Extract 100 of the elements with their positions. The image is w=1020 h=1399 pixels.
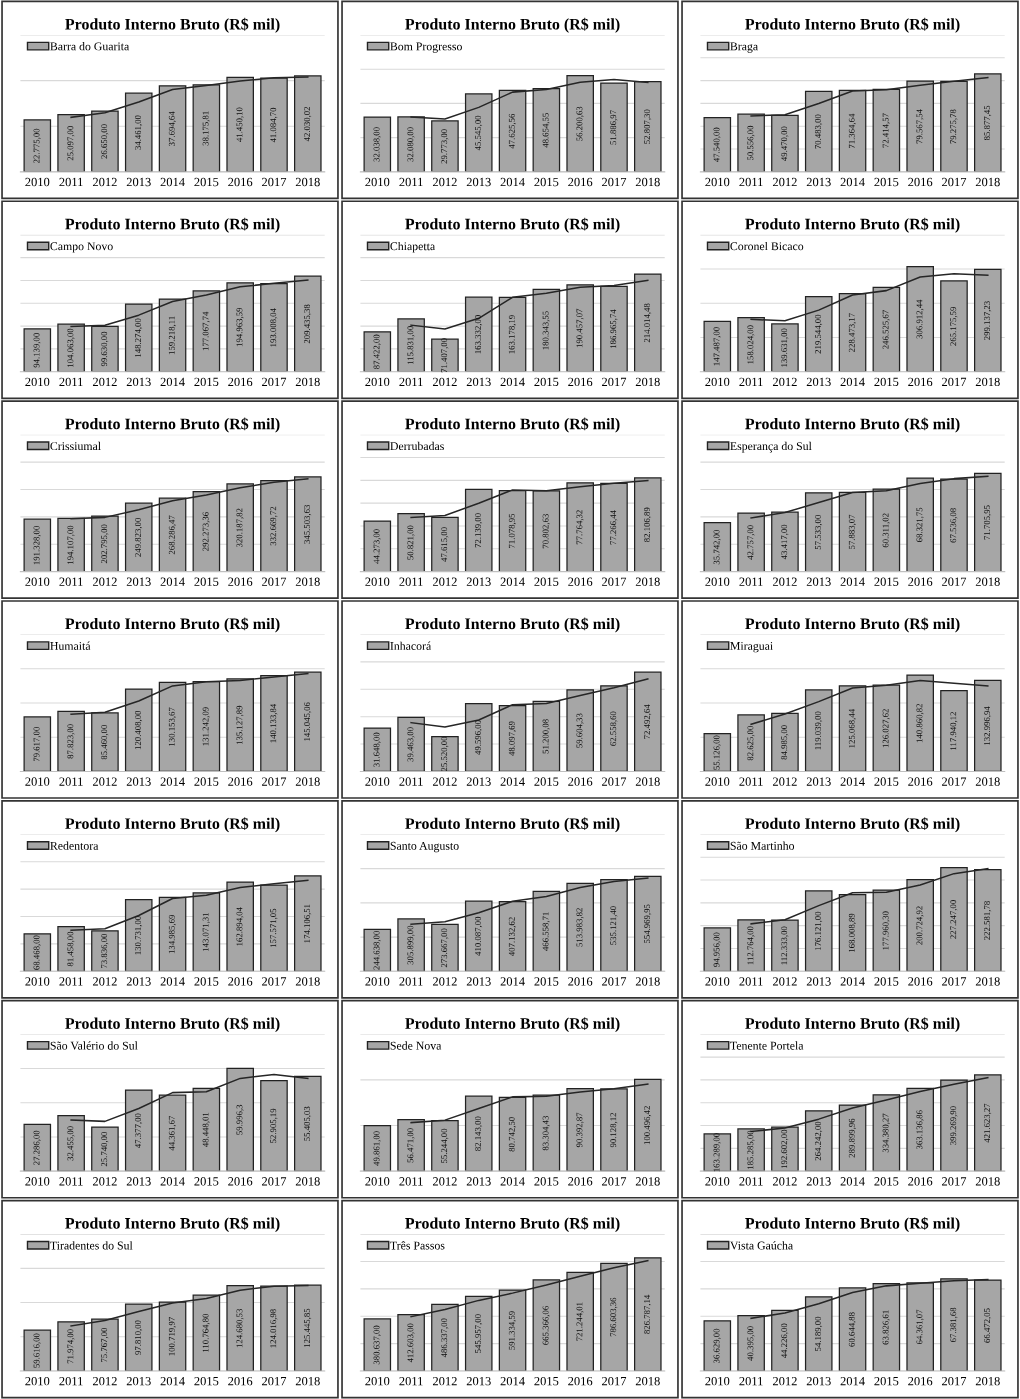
data-label: 345.503,63 <box>304 504 312 544</box>
data-label: 264.242,00 <box>815 1121 823 1161</box>
data-label: 71.364,64 <box>848 113 856 149</box>
data-label: 79.617,00 <box>33 727 41 762</box>
data-label: 100.496,42 <box>644 1106 652 1145</box>
chart-title: Produto Interno Bruto (R$ mil) <box>745 17 960 33</box>
x-tick-label: 2017 <box>602 777 627 786</box>
data-label: 421.623,27 <box>984 1103 992 1143</box>
x-tick-label: 2015 <box>874 777 899 786</box>
x-tick-label: 2012 <box>432 1177 457 1186</box>
x-tick-label: 2014 <box>500 577 525 586</box>
x-tick-label: 2013 <box>806 777 831 786</box>
data-label: 82.106,89 <box>644 507 652 542</box>
chart-title: Produto Interno Bruto (R$ mil) <box>65 217 280 233</box>
data-label: 202.795,00 <box>101 524 109 564</box>
data-label: 158.024,00 <box>747 325 755 364</box>
x-tick-label: 2013 <box>126 1376 151 1386</box>
data-label: 34.461,00 <box>135 115 143 150</box>
data-label: 56.471,00 <box>407 1128 415 1163</box>
x-tick-label: 2018 <box>975 177 1000 187</box>
data-label: 249.823,00 <box>135 518 143 557</box>
x-tick-label: 2011 <box>399 777 423 786</box>
x-tick-label: 2013 <box>466 577 491 586</box>
data-label: 119.039,00 <box>815 711 823 750</box>
data-label: 163.332,00 <box>475 315 483 354</box>
x-tick-label: 2014 <box>500 977 525 986</box>
x-tick-label: 2017 <box>262 777 287 786</box>
chart-title: Produto Interno Bruto (R$ mil) <box>405 1017 620 1033</box>
legend-label: Esperança do Sul <box>730 441 812 453</box>
data-label: 55.405,03 <box>304 1106 312 1141</box>
x-tick-label: 2011 <box>739 1376 763 1386</box>
data-label: 47.377,00 <box>135 1113 143 1148</box>
x-tick-label: 2013 <box>466 177 491 187</box>
data-label: 55.244,00 <box>441 1128 449 1163</box>
legend-label: Sede Nova <box>390 1041 442 1050</box>
x-tick-label: 2013 <box>806 377 831 387</box>
data-label: 56.200,63 <box>576 106 584 141</box>
x-tick-label: 2010 <box>25 377 50 387</box>
x-tick-label: 2016 <box>568 777 593 786</box>
x-tick-label: 2011 <box>739 777 763 786</box>
data-label: 85.877,45 <box>984 105 992 141</box>
data-label: 40.395,00 <box>747 1326 755 1361</box>
data-label: 71.407,00 <box>441 338 449 373</box>
data-label: 486.337,00 <box>441 1318 449 1358</box>
data-label: 59.616,00 <box>33 1333 41 1368</box>
x-tick-label: 2015 <box>874 1376 899 1386</box>
x-tick-label: 2010 <box>365 977 390 986</box>
x-tick-label: 2010 <box>365 177 390 187</box>
x-tick-label: 2010 <box>705 177 730 187</box>
data-label: 81.458,00 <box>67 931 75 967</box>
x-tick-label: 2018 <box>635 1177 660 1186</box>
data-label: 163.178,19 <box>508 315 516 354</box>
data-label: 363.136,86 <box>916 1110 924 1149</box>
x-tick-label: 2017 <box>942 577 967 586</box>
data-label: 55.126,00 <box>713 735 721 770</box>
data-label: 72.492,64 <box>644 704 652 739</box>
x-tick-label: 2017 <box>602 1376 627 1386</box>
x-tick-label: 2012 <box>92 377 117 387</box>
x-tick-label: 2011 <box>59 1177 83 1186</box>
data-label: 50.556,00 <box>747 125 755 161</box>
legend-label: São Valério do Sul <box>50 1041 138 1050</box>
data-label: 176.121,00 <box>815 911 823 951</box>
x-tick-label: 2018 <box>635 177 660 187</box>
data-label: 554.969,95 <box>644 904 652 943</box>
data-label: 466.558,71 <box>542 912 550 951</box>
data-label: 159.218,11 <box>168 316 176 355</box>
x-tick-label: 2014 <box>840 577 865 586</box>
x-tick-label: 2017 <box>942 977 967 986</box>
data-label: 48.448,01 <box>202 1112 210 1148</box>
data-label: 157.571,05 <box>270 908 278 948</box>
x-tick-label: 2016 <box>568 1177 593 1186</box>
x-tick-label: 2010 <box>365 1177 390 1186</box>
data-label: 85.460,00 <box>101 725 109 760</box>
data-label: 177.067,74 <box>202 311 210 351</box>
legend-label: Miraguai <box>730 642 773 653</box>
x-tick-label: 2014 <box>840 177 865 187</box>
chart-title: Produto Interno Bruto (R$ mil) <box>745 417 960 433</box>
x-tick-label: 2013 <box>126 177 151 187</box>
x-tick-label: 2014 <box>160 777 185 786</box>
data-label: 49.596,00 <box>475 720 483 755</box>
data-label: 227.247,00 <box>950 900 958 939</box>
data-label: 332.669,72 <box>270 506 278 546</box>
x-tick-label: 2012 <box>772 977 797 986</box>
data-label: 41.450,10 <box>236 107 244 142</box>
data-label: 130.153,67 <box>168 707 176 746</box>
x-tick-label: 2011 <box>59 1376 83 1386</box>
x-tick-label: 2011 <box>739 177 763 187</box>
legend-label: Braga <box>730 42 758 53</box>
data-label: 38.175,81 <box>202 111 210 146</box>
data-label: 289.899,96 <box>848 1118 856 1158</box>
x-tick-label: 2016 <box>228 177 253 187</box>
x-tick-label: 2014 <box>840 977 865 986</box>
data-label: 62.558,60 <box>610 711 618 746</box>
x-tick-label: 2016 <box>568 177 593 187</box>
x-tick-label: 2012 <box>92 977 117 986</box>
x-tick-label: 2010 <box>705 1376 730 1386</box>
data-label: 219.544,00 <box>815 314 823 354</box>
chart-title: Produto Interno Bruto (R$ mil) <box>65 417 280 433</box>
x-tick-label: 2010 <box>25 577 50 586</box>
chart-title: Produto Interno Bruto (R$ mil) <box>745 1217 960 1232</box>
